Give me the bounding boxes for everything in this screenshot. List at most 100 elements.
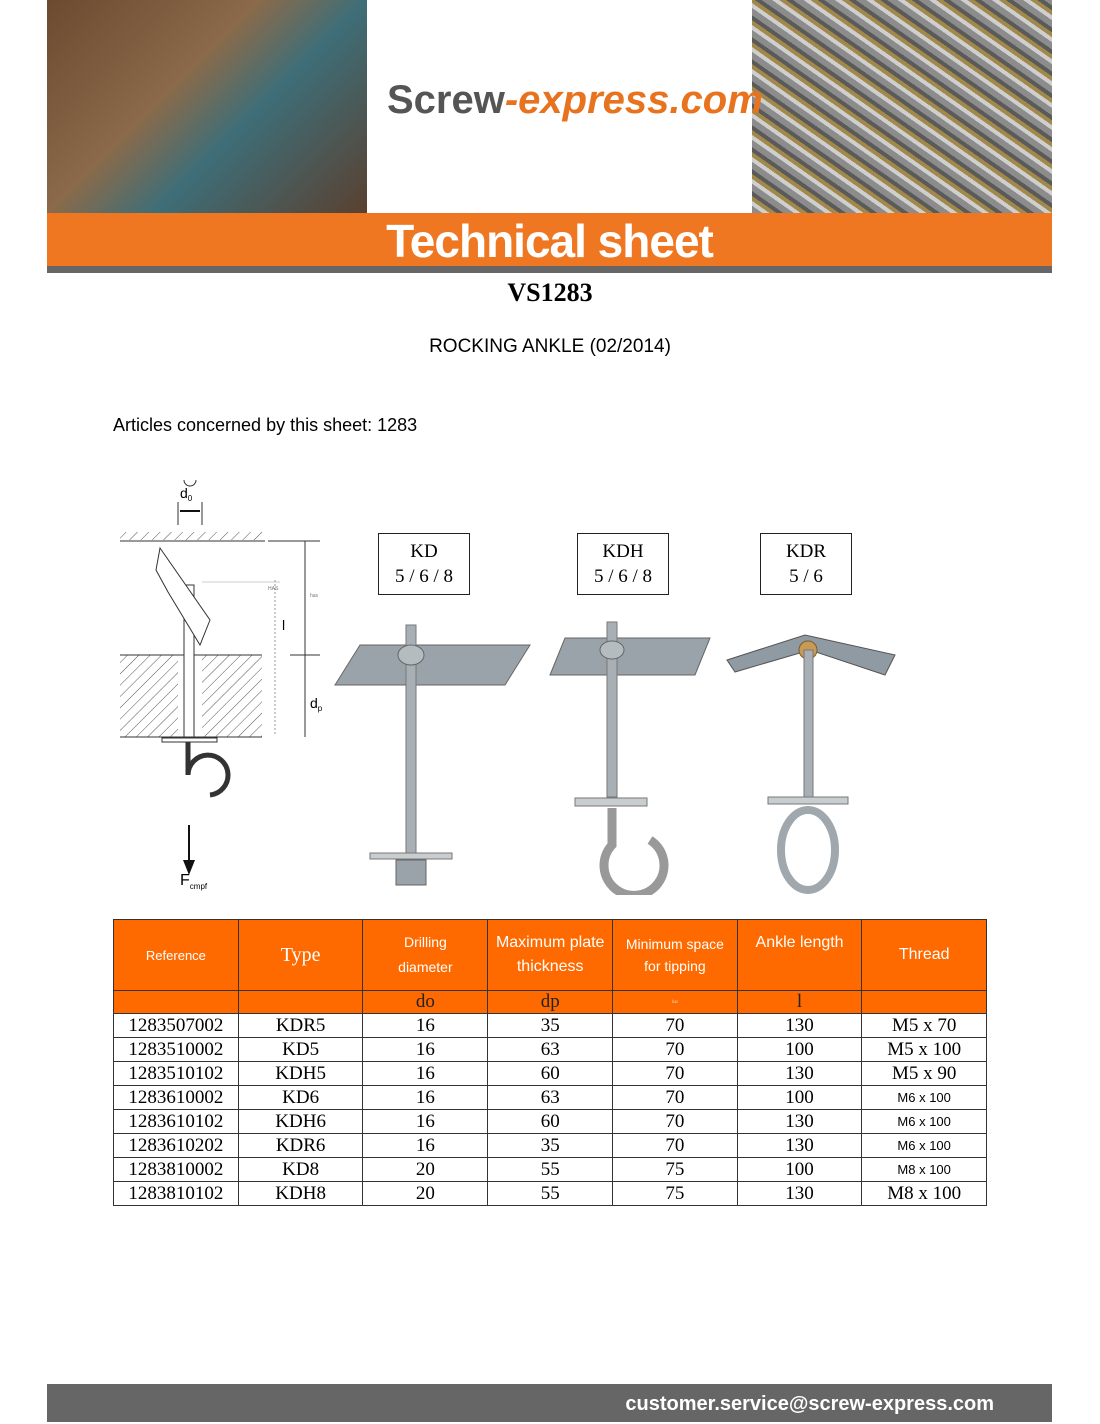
table-symbol-row: do dp has l <box>113 990 987 1014</box>
table-cell: KD6 <box>237 1085 364 1110</box>
table-cell: 35 <box>487 1133 614 1158</box>
table-cell: 60 <box>487 1109 614 1134</box>
table-cell: KD5 <box>237 1037 364 1062</box>
type-box-kdr: KDR 5 / 6 <box>760 533 852 595</box>
table-cell: 70 <box>612 1085 738 1110</box>
kdr-product-image <box>726 634 896 894</box>
symbol-cell: dp <box>487 990 614 1014</box>
sheet-code: VS1283 <box>507 278 593 307</box>
col-max-plate-thickness: Maximum plate thickness <box>487 919 614 991</box>
table-row: 1283610102 KDH6 16 60 70 130 M6 x 100 <box>113 1109 987 1134</box>
table-cell: 55 <box>487 1181 614 1206</box>
page-title: Technical sheet <box>47 213 1052 267</box>
col-min-space-tipping: Minimum space for tipping <box>612 919 738 991</box>
table-cell: 130 <box>736 1181 863 1206</box>
l-label: l <box>282 617 285 633</box>
table-cell: 70 <box>612 1133 738 1158</box>
symbol-cell: do <box>362 990 489 1014</box>
table-row: 1283810102 KDH8 20 55 75 130 M8 x 100 <box>113 1181 987 1206</box>
banner: Screw-express.com <box>47 0 1052 213</box>
table-cell: 1283510102 <box>113 1061 239 1086</box>
table-cell: KDR6 <box>237 1133 364 1158</box>
table-cell: 63 <box>487 1085 614 1110</box>
symbol-cell <box>237 990 364 1014</box>
type-box-kd: KD 5 / 6 / 8 <box>378 533 470 595</box>
table-cell: 16 <box>362 1133 489 1158</box>
table-row: 1283510002 KD5 16 63 70 100 M5 x 100 <box>113 1037 987 1062</box>
screws-photo <box>752 0 1052 213</box>
table-cell: KDR5 <box>237 1013 364 1038</box>
table-cell: 100 <box>736 1037 863 1062</box>
table-cell: 16 <box>362 1061 489 1086</box>
HAS-label: HAS <box>268 586 279 592</box>
col-thread: Thread <box>861 919 987 991</box>
dp-label: dp <box>310 695 323 713</box>
symbol-cell <box>861 990 987 1014</box>
table-cell: 70 <box>612 1109 738 1134</box>
col-ankle-length: Ankle length <box>736 919 863 991</box>
table-cell: 70 <box>612 1061 738 1086</box>
table-cell: KDH8 <box>237 1181 364 1206</box>
symbol-cell: l <box>736 990 863 1014</box>
table-cell: 1283510002 <box>113 1037 239 1062</box>
table-cell: 20 <box>362 1157 489 1182</box>
table-cell: M5 x 70 <box>861 1013 987 1038</box>
table-cell: M5 x 100 <box>861 1037 987 1062</box>
table-cell: 16 <box>362 1037 489 1062</box>
table-cell: 63 <box>487 1037 614 1062</box>
table-cell: 60 <box>487 1061 614 1086</box>
table-cell: 1283610202 <box>113 1133 239 1158</box>
table-cell: 130 <box>736 1013 863 1038</box>
table-cell: 55 <box>487 1157 614 1182</box>
type-box-kdh: KDH 5 / 6 / 8 <box>577 533 669 595</box>
table-row: 1283810002 KD8 20 55 75 100 M8 x 100 <box>113 1157 987 1182</box>
table-cell: M6 x 100 <box>861 1109 987 1134</box>
table-cell: 35 <box>487 1013 614 1038</box>
table-cell: 1283610102 <box>113 1109 239 1134</box>
table-cell: M8 x 100 <box>861 1157 987 1182</box>
table-cell: 75 <box>612 1157 738 1182</box>
table-cell: KDH6 <box>237 1109 364 1134</box>
table-cell: 130 <box>736 1061 863 1086</box>
table-row: 1283610202 KDR6 16 35 70 130 M6 x 100 <box>113 1133 987 1158</box>
col-drilling-diameter: Drilling diameter <box>362 919 489 991</box>
articles-text: Articles concerned by this sheet: 1283 <box>113 415 418 435</box>
kd-product-image <box>334 624 531 886</box>
divider <box>47 266 1052 273</box>
table-row: 1283507002 KDR5 16 35 70 130 M5 x 70 <box>113 1013 987 1038</box>
table-cell: M6 x 100 <box>861 1133 987 1158</box>
table-cell: KD8 <box>237 1157 364 1182</box>
logo: Screw-express.com <box>387 78 763 122</box>
has-label: has <box>310 593 319 599</box>
table-cell: 1283810002 <box>113 1157 239 1182</box>
kdh-product-image <box>549 621 711 895</box>
table-cell: 1283610002 <box>113 1085 239 1110</box>
symbol-cell <box>113 990 239 1014</box>
table-cell: 75 <box>612 1181 738 1206</box>
table-cell: 130 <box>736 1133 863 1158</box>
table-cell: M6 x 100 <box>861 1085 987 1110</box>
installation-diagram: Fcmpf d0 l dp has HAS <box>120 480 323 891</box>
do-label: d0 <box>180 485 193 503</box>
table-cell: M5 x 90 <box>861 1061 987 1086</box>
table-cell: 16 <box>362 1013 489 1038</box>
tools-photo <box>47 0 367 213</box>
table-cell: 20 <box>362 1181 489 1206</box>
table-cell: KDH5 <box>237 1061 364 1086</box>
table-cell: 1283507002 <box>113 1013 239 1038</box>
table-cell: 100 <box>736 1085 863 1110</box>
table-cell: 16 <box>362 1085 489 1110</box>
table-row: 1283610002 KD6 16 63 70 100 M6 x 100 <box>113 1085 987 1110</box>
table-cell: 70 <box>612 1037 738 1062</box>
footer-email[interactable]: customer.service@screw-express.com <box>47 1384 1052 1422</box>
specifications-table: Reference Type Drilling diameter Maximum… <box>113 919 987 1206</box>
col-reference: Reference <box>113 919 239 991</box>
table-cell: M8 x 100 <box>861 1181 987 1206</box>
subtitle: ROCKING ANKLE (02/2014) <box>429 336 671 357</box>
col-type: Type <box>237 919 364 991</box>
table-cell: 130 <box>736 1109 863 1134</box>
table-row: 1283510102 KDH5 16 60 70 130 M5 x 90 <box>113 1061 987 1086</box>
symbol-cell: has <box>612 990 738 1014</box>
force-label: Fcmpf <box>180 872 208 891</box>
table-cell: 16 <box>362 1109 489 1134</box>
